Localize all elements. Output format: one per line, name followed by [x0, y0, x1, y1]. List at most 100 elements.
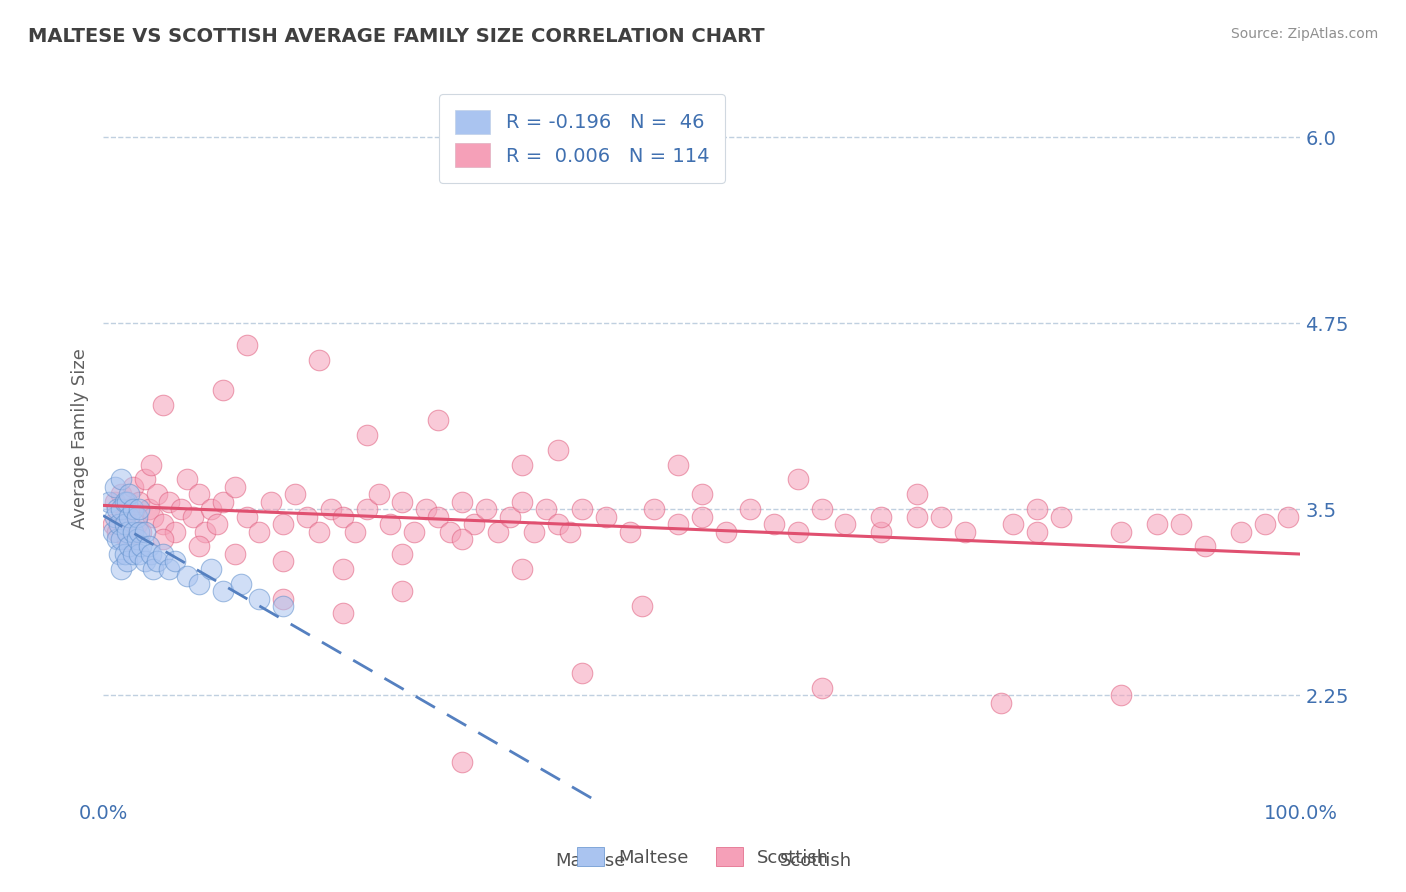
- Point: [905, 509, 928, 524]
- Point: [236, 509, 259, 524]
- Point: [953, 524, 976, 539]
- Point: [738, 502, 761, 516]
- Point: [990, 696, 1012, 710]
- Point: [212, 495, 235, 509]
- Point: [391, 547, 413, 561]
- Point: [451, 756, 474, 770]
- Point: [643, 502, 665, 516]
- Point: [110, 487, 132, 501]
- Point: [118, 540, 141, 554]
- Point: [247, 591, 270, 606]
- Point: [714, 524, 737, 539]
- Point: [176, 473, 198, 487]
- Point: [152, 547, 174, 561]
- Point: [138, 502, 160, 516]
- Point: [905, 487, 928, 501]
- Point: [786, 524, 808, 539]
- Point: [139, 458, 162, 472]
- Point: [115, 532, 138, 546]
- Point: [104, 509, 127, 524]
- Point: [236, 338, 259, 352]
- Point: [367, 487, 389, 501]
- Point: [115, 495, 138, 509]
- Point: [475, 502, 498, 516]
- Point: [1026, 502, 1049, 516]
- Point: [404, 524, 426, 539]
- Point: [118, 502, 141, 516]
- Point: [690, 487, 713, 501]
- Point: [107, 517, 129, 532]
- Point: [128, 547, 150, 561]
- Point: [122, 502, 145, 516]
- Point: [125, 509, 148, 524]
- Point: [118, 487, 141, 501]
- Point: [929, 509, 952, 524]
- Point: [157, 495, 180, 509]
- Point: [107, 502, 129, 516]
- Point: [534, 502, 557, 516]
- Point: [1146, 517, 1168, 532]
- Point: [332, 607, 354, 621]
- Point: [510, 495, 533, 509]
- Point: [114, 509, 136, 524]
- Point: [152, 532, 174, 546]
- Point: [142, 509, 165, 524]
- Y-axis label: Average Family Size: Average Family Size: [72, 348, 89, 529]
- Point: [308, 524, 330, 539]
- Point: [571, 666, 593, 681]
- Point: [260, 495, 283, 509]
- Point: [212, 383, 235, 397]
- Point: [1109, 524, 1132, 539]
- Point: [1109, 689, 1132, 703]
- Point: [118, 509, 141, 524]
- Point: [187, 487, 209, 501]
- Point: [356, 427, 378, 442]
- Point: [870, 524, 893, 539]
- Point: [187, 540, 209, 554]
- Text: Source: ZipAtlas.com: Source: ZipAtlas.com: [1230, 27, 1378, 41]
- Point: [510, 562, 533, 576]
- Point: [631, 599, 654, 613]
- Point: [595, 509, 617, 524]
- Point: [110, 473, 132, 487]
- Point: [271, 517, 294, 532]
- Text: Maltese: Maltese: [555, 852, 626, 870]
- Point: [247, 524, 270, 539]
- Point: [134, 524, 156, 539]
- Point: [115, 524, 138, 539]
- Point: [786, 473, 808, 487]
- Legend: Maltese, Scottish: Maltese, Scottish: [569, 840, 837, 874]
- Point: [271, 591, 294, 606]
- Point: [1026, 524, 1049, 539]
- Point: [176, 569, 198, 583]
- Point: [107, 547, 129, 561]
- Point: [98, 495, 121, 509]
- Point: [332, 562, 354, 576]
- Point: [1002, 517, 1025, 532]
- Point: [762, 517, 785, 532]
- Point: [1050, 509, 1073, 524]
- Point: [125, 517, 148, 532]
- Point: [115, 554, 138, 568]
- Point: [131, 524, 153, 539]
- Point: [128, 524, 150, 539]
- Point: [104, 495, 127, 509]
- Point: [332, 509, 354, 524]
- Point: [122, 547, 145, 561]
- Point: [128, 495, 150, 509]
- Point: [152, 517, 174, 532]
- Point: [107, 524, 129, 539]
- Point: [122, 524, 145, 539]
- Point: [139, 547, 162, 561]
- Point: [125, 532, 148, 546]
- Point: [114, 547, 136, 561]
- Point: [170, 502, 193, 516]
- Point: [110, 562, 132, 576]
- Point: [138, 540, 160, 554]
- Point: [499, 509, 522, 524]
- Point: [391, 495, 413, 509]
- Point: [114, 517, 136, 532]
- Point: [356, 502, 378, 516]
- Point: [308, 353, 330, 368]
- Point: [510, 458, 533, 472]
